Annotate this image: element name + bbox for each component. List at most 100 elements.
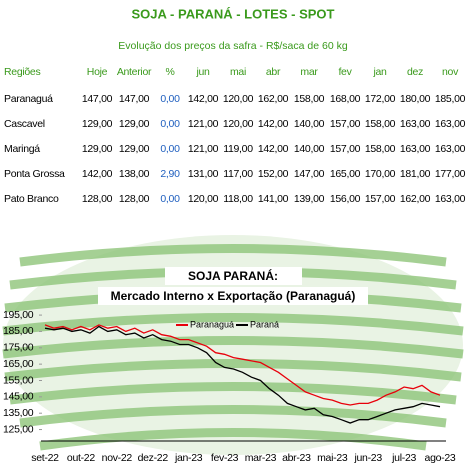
cell: 157,00 (330, 143, 361, 155)
cell: 142,00 (258, 143, 289, 155)
column-header: mar (300, 66, 318, 78)
cell: 120,00 (223, 93, 254, 105)
line-series (44, 324, 441, 406)
cell: 147,00 (294, 168, 325, 180)
cell: 177,00 (435, 168, 466, 180)
cell: Paranaguá (4, 93, 53, 105)
x-tick-label: jun-23 (353, 452, 382, 464)
y-tick-label: 155,00 (3, 374, 34, 386)
column-header: Anterior (117, 66, 152, 78)
cell: Cascavel (4, 118, 45, 130)
x-tick-label: mai-23 (317, 452, 348, 464)
cell: 168,00 (330, 93, 361, 105)
y-tick-label: 175,00 (3, 342, 34, 354)
cell: 129,00 (119, 118, 150, 130)
x-tick-label: abr-23 (282, 452, 311, 464)
cell: 163,00 (435, 118, 466, 130)
x-tick-label: dez-22 (138, 452, 169, 464)
cell: 163,00 (400, 143, 431, 155)
cell: 0,00 (160, 143, 180, 155)
cell: 0,00 (160, 118, 180, 130)
x-tick-label: ago-23 (425, 452, 456, 464)
cell: 158,00 (294, 93, 325, 105)
cell: 129,00 (119, 143, 150, 155)
y-tick-label: 125,00 (3, 423, 34, 435)
cell: 172,00 (365, 93, 396, 105)
cell: 120,00 (223, 118, 254, 130)
cell: 158,00 (365, 118, 396, 130)
column-header: jan (372, 66, 387, 78)
column-header: Regiões (4, 66, 40, 78)
cell: 118,00 (223, 193, 253, 205)
cell: 138,00 (119, 168, 150, 180)
cell: 140,00 (294, 118, 325, 130)
cell: 147,00 (82, 93, 113, 105)
cell: 185,00 (435, 93, 466, 105)
cell: 162,00 (258, 93, 289, 105)
y-tick-label: 145,00 (3, 391, 34, 403)
x-tick-label: out-22 (67, 452, 95, 464)
column-header: dez (407, 66, 423, 78)
cell: 120,00 (188, 193, 219, 205)
cell: 121,00 (188, 143, 219, 155)
chart-subtitle: Mercado Interno x Exportação (Paranaguá) (111, 289, 356, 303)
cell: 129,00 (82, 143, 113, 155)
cell: 157,00 (365, 193, 396, 205)
cell: 142,00 (188, 93, 219, 105)
cell: 163,00 (400, 118, 431, 130)
x-tick-label: jan-23 (174, 452, 203, 464)
column-header: abr (266, 66, 281, 78)
title-box (98, 287, 368, 305)
x-tick-label: set-22 (31, 452, 59, 464)
column-header: fev (338, 66, 352, 78)
title: SOJA - PARANÁ - LOTES - SPOT (132, 6, 335, 21)
cell: 117,00 (223, 168, 253, 180)
cell: 129,00 (82, 118, 113, 130)
cell: 163,00 (435, 143, 466, 155)
cell: 128,00 (82, 193, 113, 205)
cell: 142,00 (258, 118, 289, 130)
x-tick-label: mar-23 (245, 452, 277, 464)
subtitle: Evolução dos preços da safra - R$/saca d… (118, 40, 348, 52)
table: Regiões Hoje Anterior% jun mai abr mar fev jan de… (4, 66, 466, 205)
cell: 0,00 (160, 193, 180, 205)
cell: 128,00 (119, 193, 150, 205)
y-tick-label: 195,00 (3, 309, 34, 321)
cell: Maringá (4, 143, 40, 155)
cell: 147,00 (119, 93, 150, 105)
line-series (44, 325, 441, 424)
cell: 119,00 (223, 143, 253, 155)
cell: 2,90 (160, 168, 180, 180)
cell: 180,00 (400, 93, 431, 105)
cell: 142,00 (82, 168, 113, 180)
cell: 140,00 (294, 143, 325, 155)
cell: 139,00 (294, 193, 325, 205)
cell: 162,00 (400, 193, 431, 205)
column-header: mai (230, 66, 246, 78)
y-tick-label: 135,00 (3, 407, 34, 419)
cell: 170,00 (365, 168, 396, 180)
cell: 121,00 (188, 118, 219, 130)
cell: Ponta Grossa (4, 168, 65, 180)
cell: 157,00 (330, 118, 361, 130)
column-header: jun (195, 66, 210, 78)
column-header: nov (442, 66, 459, 78)
cell: 181,00 (400, 168, 431, 180)
chart-title: SOJA PARANÁ: (188, 268, 278, 283)
cell: 141,00 (258, 193, 289, 205)
cell: 131,00 (188, 168, 219, 180)
column-header: % (165, 66, 174, 78)
y-tick-label: 165,00 (3, 358, 34, 370)
cell: 158,00 (365, 143, 396, 155)
legend-label: Paraná (250, 319, 279, 329)
x-tick-label: fev-23 (211, 452, 239, 464)
x-tick-label: nov-22 (102, 452, 133, 464)
cell: 152,00 (258, 168, 289, 180)
cell: 156,00 (330, 193, 361, 205)
chart: 125,00 135,00 145,00 155,00 165,00 175,00 185,… (3, 309, 456, 464)
x-tick-label: jul-23 (391, 452, 416, 464)
cell: 163,00 (435, 193, 466, 205)
y-tick-label: 185,00 (3, 325, 34, 337)
legend-label: Paranaguá (190, 319, 234, 329)
